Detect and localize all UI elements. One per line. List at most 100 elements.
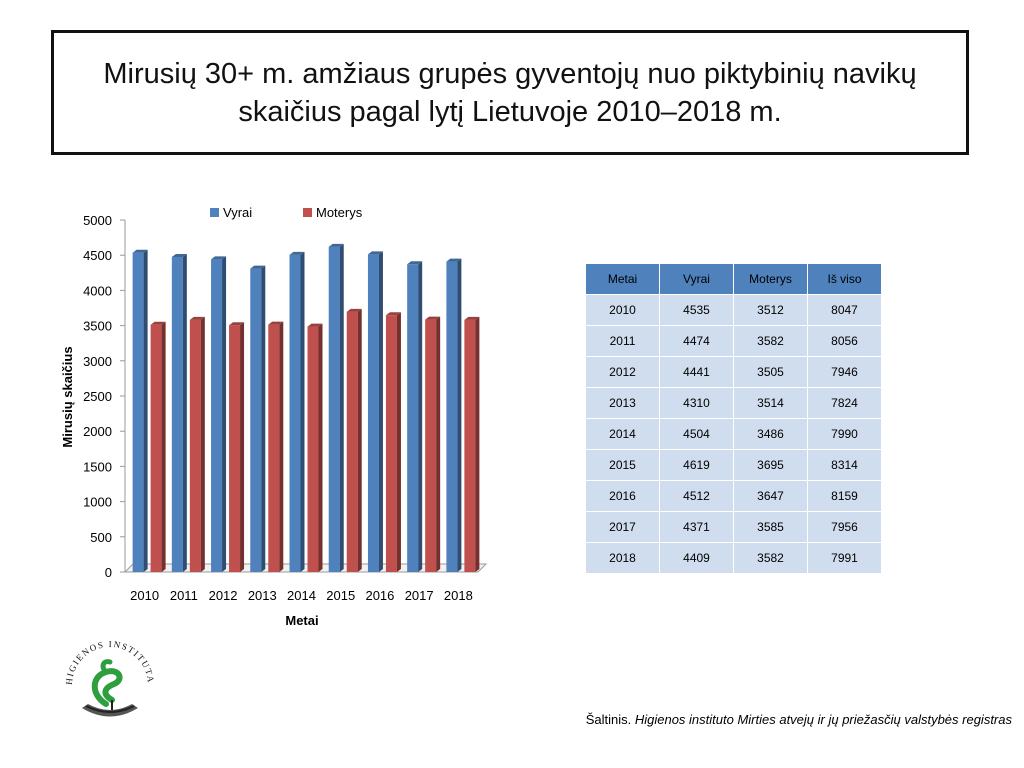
bar-vyrai-2013 <box>250 265 266 572</box>
y-tick-label: 1500 <box>83 459 112 474</box>
table-cell: 2010 <box>586 295 659 325</box>
table-cell: 3514 <box>734 388 807 418</box>
table-cell: 2016 <box>586 481 659 511</box>
table-cell: 3582 <box>734 326 807 356</box>
bar-moterys-2016 <box>385 312 401 572</box>
x-tick-label: 2012 <box>209 588 238 603</box>
serpent-bowl-icon <box>82 659 138 717</box>
table-cell: 4535 <box>660 295 733 325</box>
table-cell: 2012 <box>586 357 659 387</box>
bar-moterys-2018 <box>464 316 480 572</box>
table-cell: 3647 <box>734 481 807 511</box>
table-cell: 7824 <box>808 388 881 418</box>
x-tick-label: 2010 <box>130 588 159 603</box>
chart-legend: Vyrai Moterys <box>210 205 363 220</box>
bar-vyrai-2018 <box>446 258 462 572</box>
table-body: 2010 4535 3512 8047 2011 4474 3582 8056 2012 4441… <box>586 295 881 573</box>
y-tick-label: 500 <box>90 530 112 545</box>
page-title: Mirusių 30+ m. amžiaus grupės gyventojų … <box>103 57 917 128</box>
table-cell: 8056 <box>808 326 881 356</box>
x-axis-label: Metai <box>285 613 318 628</box>
x-tick-label: 2017 <box>405 588 434 603</box>
bar-moterys-2011 <box>189 316 205 572</box>
bar-vyrai-2017 <box>407 261 423 572</box>
table-cell: 8314 <box>808 450 881 480</box>
x-tick-label: 2016 <box>365 588 394 603</box>
table-cell: 2017 <box>586 512 659 542</box>
table-cell: 4512 <box>660 481 733 511</box>
data-table: Metai Vyrai Moterys Iš viso 2010 4535 3512 804… <box>585 263 882 574</box>
table-cell: 4409 <box>660 543 733 573</box>
table-row: 2018 4409 3582 7991 <box>586 543 881 573</box>
y-tick-label: 3000 <box>83 354 112 369</box>
table-cell: 8047 <box>808 295 881 325</box>
table-cell: 2018 <box>586 543 659 573</box>
table-header-row: Metai Vyrai Moterys Iš viso <box>586 264 881 294</box>
bar-vyrai-2011 <box>171 254 187 572</box>
table-cell: 3582 <box>734 543 807 573</box>
legend-label: Moterys <box>316 205 363 220</box>
source-note: Šaltinis. Higienos instituto Mirties atv… <box>586 712 1012 727</box>
table-cell: 3486 <box>734 419 807 449</box>
table-header-cell: Metai <box>586 264 659 294</box>
table-cell: 8159 <box>808 481 881 511</box>
table-cell: 2011 <box>586 326 659 356</box>
table-cell: 3512 <box>734 295 807 325</box>
bar-vyrai-2010 <box>132 249 148 572</box>
table-cell: 2014 <box>586 419 659 449</box>
bar-vyrai-2012 <box>211 256 227 572</box>
table-cell: 3695 <box>734 450 807 480</box>
x-tick-label: 2014 <box>287 588 316 603</box>
bar-moterys-2010 <box>150 321 166 572</box>
table-cell: 7956 <box>808 512 881 542</box>
source-text: Higienos instituto Mirties atvejų ir jų … <box>634 712 1012 727</box>
y-tick-label: 4000 <box>83 283 112 298</box>
bar-moterys-2017 <box>425 316 441 572</box>
chart-ticks: 0 500 1000 1500 2000 2500 3000 3500 4000 4500 5000… <box>83 213 473 603</box>
y-tick-label: 3500 <box>83 319 112 334</box>
table-cell: 7946 <box>808 357 881 387</box>
x-tick-label: 2011 <box>170 588 198 603</box>
table-row: 2017 4371 3585 7956 <box>586 512 881 542</box>
chart-bars <box>132 243 480 573</box>
table-row: 2015 4619 3695 8314 <box>586 450 881 480</box>
table-cell: 4371 <box>660 512 733 542</box>
x-tick-label: 2013 <box>248 588 277 603</box>
table-header-cell: Moterys <box>734 264 807 294</box>
legend-swatch <box>303 208 312 217</box>
table-cell: 4504 <box>660 419 733 449</box>
legend-label: Vyrai <box>223 205 252 220</box>
logo-text: HIGIENOS INSTITUTAS <box>60 630 156 685</box>
table-header-cell: Vyrai <box>660 264 733 294</box>
y-tick-label: 2000 <box>83 424 112 439</box>
table-cell: 7991 <box>808 543 881 573</box>
y-tick-label: 0 <box>105 565 112 580</box>
bar-vyrai-2015 <box>328 243 344 573</box>
table-cell: 2015 <box>586 450 659 480</box>
table-cell: 3505 <box>734 357 807 387</box>
bar-moterys-2012 <box>229 322 245 572</box>
bar-vyrai-2014 <box>289 251 305 572</box>
table-cell: 4310 <box>660 388 733 418</box>
table-row: 2013 4310 3514 7824 <box>586 388 881 418</box>
x-tick-label: 2015 <box>326 588 355 603</box>
title-box: Mirusių 30+ m. amžiaus grupės gyventojų … <box>51 30 969 155</box>
table-row: 2016 4512 3647 8159 <box>586 481 881 511</box>
table-row: 2012 4441 3505 7946 <box>586 357 881 387</box>
legend-swatch <box>210 208 219 217</box>
table-cell: 4619 <box>660 450 733 480</box>
table-cell: 7990 <box>808 419 881 449</box>
table-cell: 4441 <box>660 357 733 387</box>
bar-chart: 0 500 1000 1500 2000 2500 3000 3500 4000 4500 5000… <box>60 205 488 628</box>
y-axis-label: Mirusių skaičius <box>60 346 75 447</box>
bar-moterys-2015 <box>346 308 362 572</box>
source-prefix: Šaltinis. <box>585 712 635 727</box>
table-row: 2014 4504 3486 7990 <box>586 419 881 449</box>
table-cell: 2013 <box>586 388 659 418</box>
table-header-cell: Iš viso <box>808 264 881 294</box>
y-tick-label: 4500 <box>83 248 112 263</box>
bar-moterys-2014 <box>307 323 323 572</box>
table-row: 2010 4535 3512 8047 <box>586 295 881 325</box>
x-tick-label: 2018 <box>444 588 473 603</box>
bar-vyrai-2016 <box>367 251 383 572</box>
